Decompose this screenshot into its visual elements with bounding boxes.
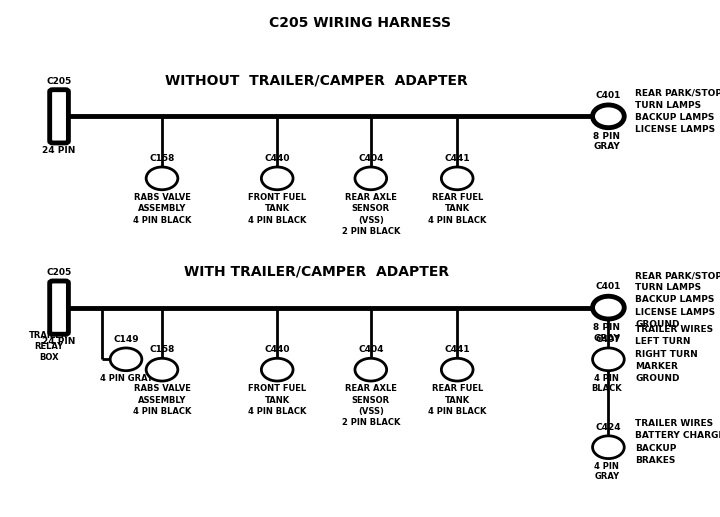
Text: REAR AXLE
SENSOR
(VSS)
2 PIN BLACK: REAR AXLE SENSOR (VSS) 2 PIN BLACK: [341, 384, 400, 428]
Text: C158: C158: [149, 154, 175, 163]
Text: C205: C205: [46, 268, 72, 277]
Circle shape: [593, 296, 624, 319]
Text: WITHOUT  TRAILER/CAMPER  ADAPTER: WITHOUT TRAILER/CAMPER ADAPTER: [166, 73, 468, 87]
Text: C424: C424: [595, 423, 621, 432]
Text: 4 PIN
BLACK: 4 PIN BLACK: [592, 374, 622, 393]
Text: C440: C440: [264, 345, 290, 354]
Text: C158: C158: [149, 345, 175, 354]
Text: 24 PIN: 24 PIN: [42, 337, 76, 346]
Text: 4 PIN
GRAY: 4 PIN GRAY: [594, 462, 619, 481]
Circle shape: [146, 167, 178, 190]
Text: REAR FUEL
TANK
4 PIN BLACK: REAR FUEL TANK 4 PIN BLACK: [428, 193, 487, 225]
Text: REAR FUEL
TANK
4 PIN BLACK: REAR FUEL TANK 4 PIN BLACK: [428, 384, 487, 416]
Circle shape: [355, 167, 387, 190]
Text: FRONT FUEL
TANK
4 PIN BLACK: FRONT FUEL TANK 4 PIN BLACK: [248, 384, 307, 416]
Text: RABS VALVE
ASSEMBLY
4 PIN BLACK: RABS VALVE ASSEMBLY 4 PIN BLACK: [132, 384, 192, 416]
Text: C401: C401: [595, 282, 621, 291]
Circle shape: [593, 348, 624, 371]
Text: 24 PIN: 24 PIN: [42, 146, 76, 155]
Text: TRAILER WIRES
LEFT TURN
RIGHT TURN
MARKER
GROUND: TRAILER WIRES LEFT TURN RIGHT TURN MARKE…: [635, 325, 714, 383]
Text: C401: C401: [595, 91, 621, 100]
Circle shape: [146, 358, 178, 381]
Text: C404: C404: [358, 154, 384, 163]
Circle shape: [441, 167, 473, 190]
Text: C440: C440: [264, 154, 290, 163]
Text: C441: C441: [444, 154, 470, 163]
Text: 4 PIN GRAY: 4 PIN GRAY: [99, 374, 153, 383]
FancyBboxPatch shape: [50, 90, 68, 143]
Text: C407: C407: [595, 335, 621, 344]
Text: C205 WIRING HARNESS: C205 WIRING HARNESS: [269, 16, 451, 31]
Text: 8 PIN
GRAY: 8 PIN GRAY: [593, 323, 621, 343]
Text: REAR AXLE
SENSOR
(VSS)
2 PIN BLACK: REAR AXLE SENSOR (VSS) 2 PIN BLACK: [341, 193, 400, 236]
Circle shape: [261, 167, 293, 190]
Text: C149: C149: [113, 335, 139, 344]
Text: C404: C404: [358, 345, 384, 354]
Text: TRAILER
RELAY
BOX: TRAILER RELAY BOX: [30, 331, 68, 362]
Text: REAR PARK/STOP
TURN LAMPS
BACKUP LAMPS
LICENSE LAMPS
GROUND: REAR PARK/STOP TURN LAMPS BACKUP LAMPS L…: [635, 271, 720, 329]
Text: TRAILER WIRES
BATTERY CHARGE
BACKUP
BRAKES: TRAILER WIRES BATTERY CHARGE BACKUP BRAK…: [635, 419, 720, 465]
Circle shape: [593, 105, 624, 128]
FancyBboxPatch shape: [50, 281, 68, 334]
Text: 8 PIN
GRAY: 8 PIN GRAY: [593, 132, 621, 151]
Circle shape: [110, 348, 142, 371]
Circle shape: [441, 358, 473, 381]
Circle shape: [261, 358, 293, 381]
Circle shape: [593, 436, 624, 459]
Text: REAR PARK/STOP
TURN LAMPS
BACKUP LAMPS
LICENSE LAMPS: REAR PARK/STOP TURN LAMPS BACKUP LAMPS L…: [635, 88, 720, 134]
Circle shape: [355, 358, 387, 381]
Text: C441: C441: [444, 345, 470, 354]
Text: WITH TRAILER/CAMPER  ADAPTER: WITH TRAILER/CAMPER ADAPTER: [184, 264, 449, 279]
Text: FRONT FUEL
TANK
4 PIN BLACK: FRONT FUEL TANK 4 PIN BLACK: [248, 193, 307, 225]
Text: RABS VALVE
ASSEMBLY
4 PIN BLACK: RABS VALVE ASSEMBLY 4 PIN BLACK: [132, 193, 192, 225]
Text: C205: C205: [46, 77, 72, 85]
